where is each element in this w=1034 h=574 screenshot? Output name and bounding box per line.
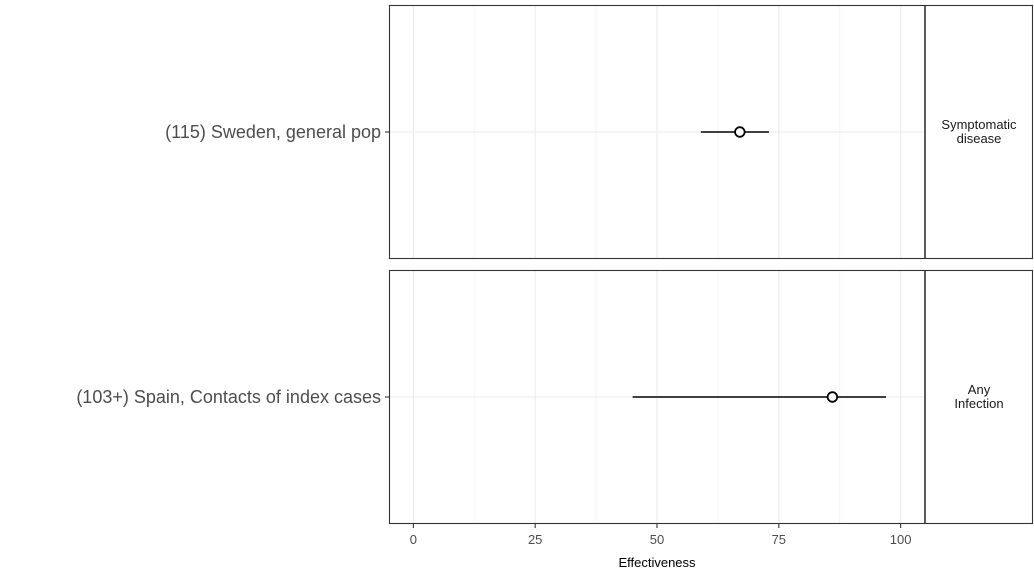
panel-border	[388, 269, 1034, 525]
x-tick-label: 50	[650, 532, 664, 547]
panel-frames	[385, 4, 1034, 528]
facet-label-line: disease	[957, 131, 1002, 146]
panel-border	[388, 4, 1034, 260]
grid-lines	[389, 5, 925, 524]
point-estimate	[826, 391, 839, 403]
y-tick-label: (103+) Spain, Contacts of index cases	[76, 387, 381, 407]
x-tick-label: 0	[410, 532, 417, 547]
y-tick-label: (115) Sweden, general pop	[165, 122, 381, 142]
point-estimate	[734, 126, 746, 138]
facet-label-line: Any	[968, 382, 991, 397]
facet-label-line: Infection	[954, 396, 1003, 411]
chart-text: Effectiveness (115) Sweden, general pop S…	[76, 117, 1017, 570]
x-tick-label: 25	[528, 532, 542, 547]
x-tick-label: 75	[772, 532, 786, 547]
x-axis-title: Effectiveness	[618, 555, 696, 570]
x-tick-label: 100	[890, 532, 912, 547]
chart-marks	[632, 126, 887, 403]
facet-label-line: Symptomatic	[941, 117, 1017, 132]
